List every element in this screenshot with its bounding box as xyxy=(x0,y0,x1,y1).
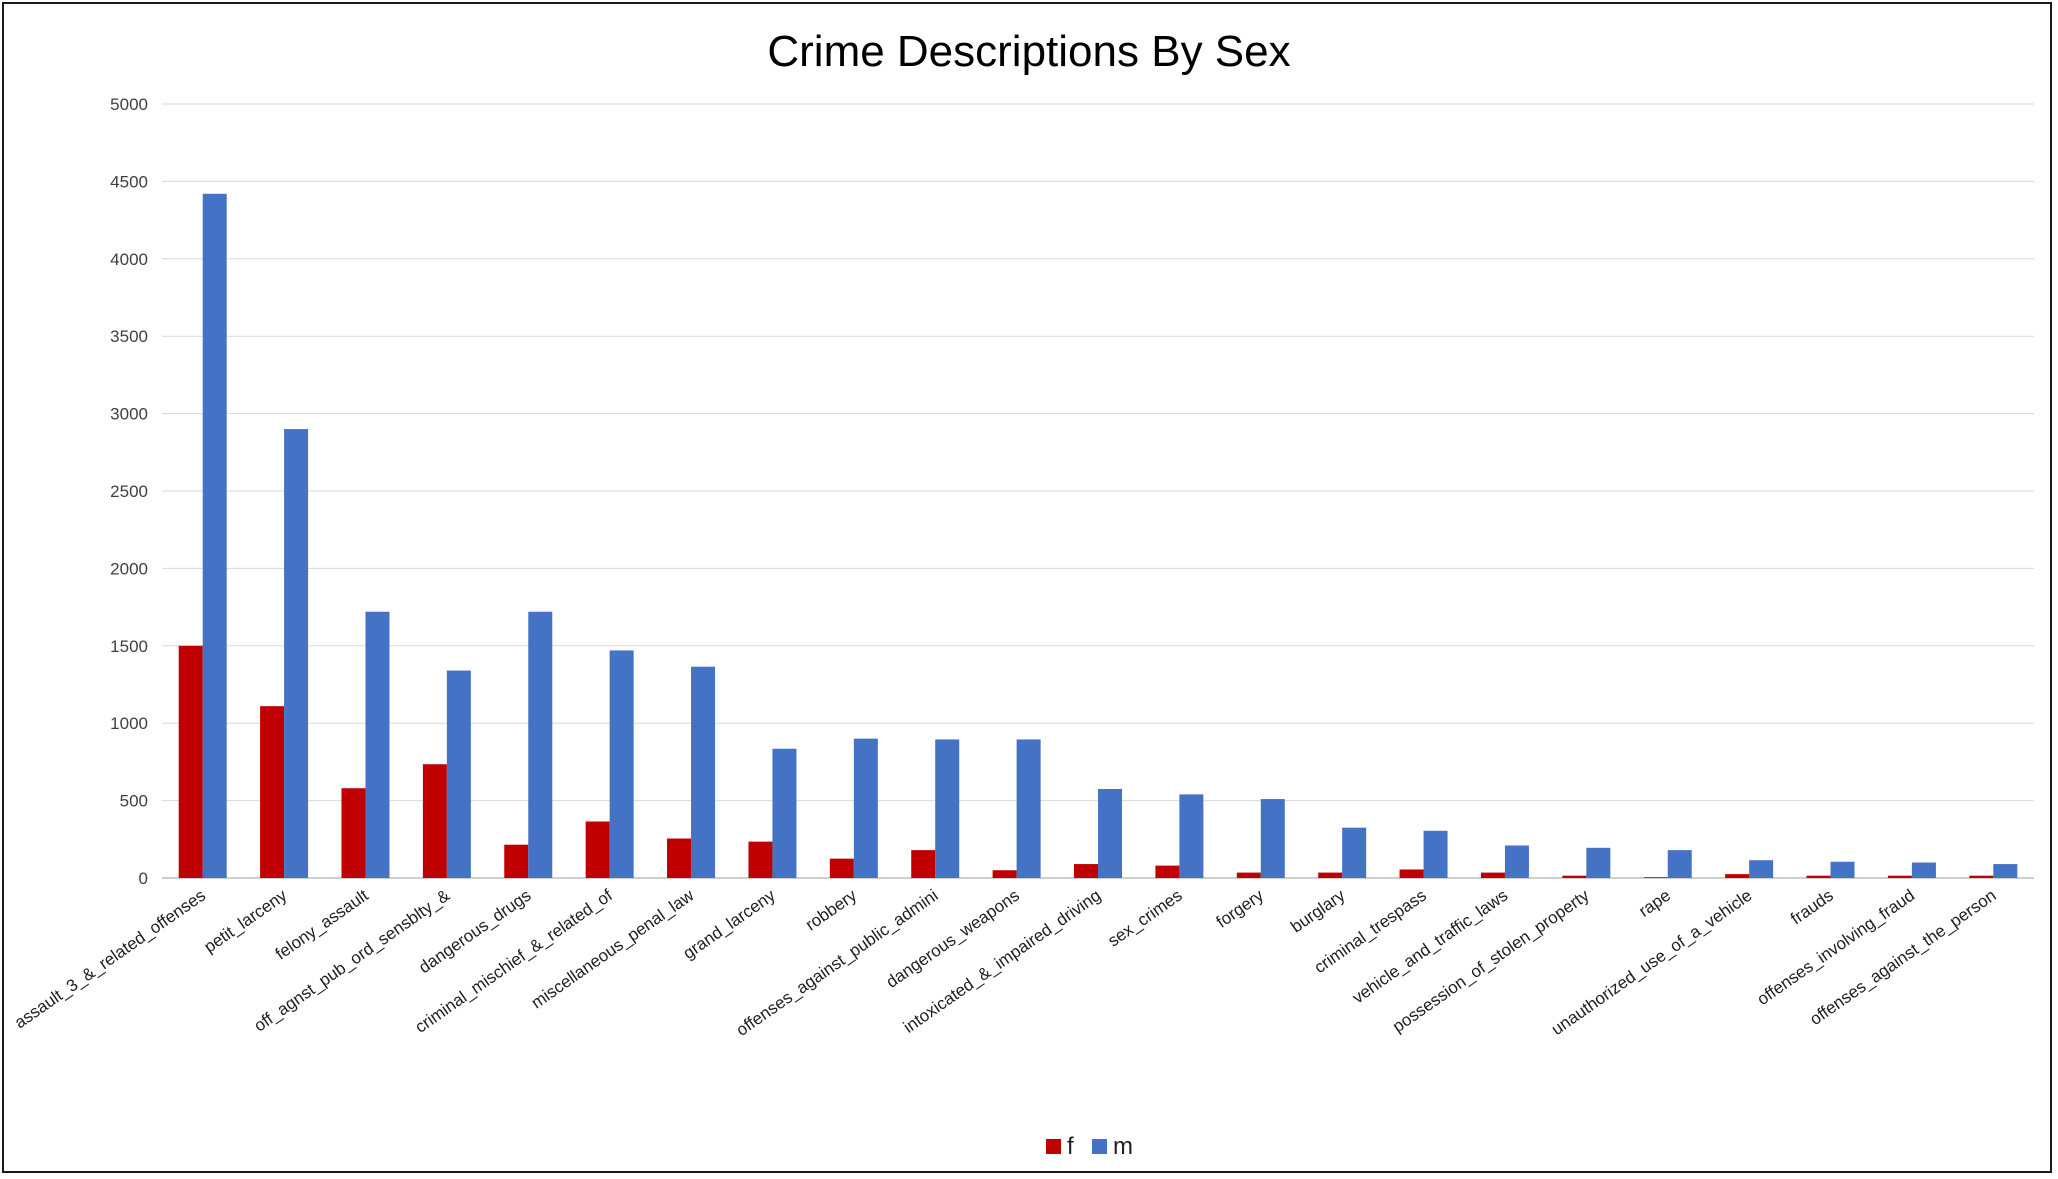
y-tick-label: 1000 xyxy=(110,714,148,733)
bar-f-16 xyxy=(1480,872,1505,878)
bar-m-0 xyxy=(202,193,227,878)
bar-m-4 xyxy=(528,611,553,878)
bar-m-18 xyxy=(1667,850,1692,878)
bars xyxy=(178,193,2018,878)
bar-m-14 xyxy=(1342,827,1367,878)
x-tick-label: sex_crimes xyxy=(1104,886,1185,951)
legend-swatch-m xyxy=(1092,1139,1107,1154)
bar-m-20 xyxy=(1830,861,1855,878)
x-tick-label: vehicle_and_traffic_laws xyxy=(1349,886,1511,1008)
bar-f-10 xyxy=(992,870,1017,878)
x-tick-label: dangerous_weapons xyxy=(883,886,1023,992)
x-tick-label: rape xyxy=(1635,886,1674,921)
bar-m-9 xyxy=(935,739,960,878)
x-tick-label: grand_larceny xyxy=(680,885,780,963)
bar-m-7 xyxy=(772,748,797,878)
legend-swatch-f xyxy=(1046,1139,1061,1154)
bar-m-19 xyxy=(1749,860,1774,878)
x-tick-label: frauds xyxy=(1787,886,1837,929)
y-tick-label: 2000 xyxy=(110,559,148,578)
bar-f-3 xyxy=(422,764,447,878)
bar-m-3 xyxy=(446,670,471,878)
bar-f-0 xyxy=(178,645,203,878)
legend-label-m: m xyxy=(1113,1133,1133,1160)
y-tick-label: 0 xyxy=(139,869,148,888)
bar-f-13 xyxy=(1236,872,1261,878)
x-tick-label: robbery xyxy=(802,885,861,934)
bar-f-15 xyxy=(1399,869,1424,878)
y-axis-ticks: 0 500 1000 1500 2000 2500 3000 3500 4000 4500 5000 xyxy=(110,95,148,888)
bar-m-8 xyxy=(853,738,878,878)
bar-f-8 xyxy=(829,858,854,878)
bar-f-7 xyxy=(748,841,773,878)
x-tick-label: miscellaneous_penal_law xyxy=(528,885,698,1012)
bar-f-5 xyxy=(585,821,610,878)
bar-m-12 xyxy=(1179,794,1204,878)
bar-f-6 xyxy=(667,838,692,878)
x-tick-label: burglary xyxy=(1287,885,1349,936)
x-tick-label: assault_3_&_related_offenses xyxy=(11,886,209,1033)
y-tick-label: 500 xyxy=(120,792,148,811)
chart-title: Crime Descriptions By Sex xyxy=(767,27,1290,76)
bar-f-1 xyxy=(260,706,285,878)
bar-f-18 xyxy=(1643,877,1668,878)
bar-f-2 xyxy=(341,788,366,878)
bar-f-21 xyxy=(1887,875,1912,878)
bar-m-22 xyxy=(1993,864,2018,878)
gridlines xyxy=(162,103,2034,879)
bar-m-16 xyxy=(1504,845,1529,878)
bar-m-5 xyxy=(609,650,634,878)
bar-m-13 xyxy=(1260,799,1285,878)
bar-f-19 xyxy=(1725,874,1750,878)
bar-f-12 xyxy=(1155,865,1180,878)
bar-f-11 xyxy=(1074,864,1098,878)
bar-m-17 xyxy=(1586,847,1611,878)
bar-m-1 xyxy=(284,429,309,878)
bar-f-14 xyxy=(1318,872,1343,878)
bar-m-2 xyxy=(365,611,390,878)
y-tick-label: 1500 xyxy=(110,637,148,656)
y-tick-label: 5000 xyxy=(110,95,148,114)
bar-f-22 xyxy=(1969,875,1994,878)
bar-m-6 xyxy=(691,666,716,878)
bar-f-9 xyxy=(911,850,936,878)
y-tick-label: 2500 xyxy=(110,482,148,501)
x-tick-label: forgery xyxy=(1213,885,1268,931)
bar-m-11 xyxy=(1098,788,1122,878)
y-tick-label: 3500 xyxy=(110,327,148,346)
legend-label-f: f xyxy=(1067,1133,1074,1160)
bar-m-15 xyxy=(1423,830,1448,878)
x-tick-label: offenses_involving_fraud xyxy=(1754,886,1919,1009)
bar-f-17 xyxy=(1562,875,1587,878)
y-tick-label: 4500 xyxy=(110,172,148,191)
bar-f-20 xyxy=(1806,875,1831,878)
bar-m-21 xyxy=(1911,862,1936,878)
y-tick-label: 3000 xyxy=(110,405,148,424)
y-tick-label: 4000 xyxy=(110,250,148,269)
bar-m-10 xyxy=(1016,739,1041,878)
x-axis-ticks: assault_3_&_related_offensespetit_larcen… xyxy=(11,885,2000,1040)
bar-f-4 xyxy=(504,844,529,878)
